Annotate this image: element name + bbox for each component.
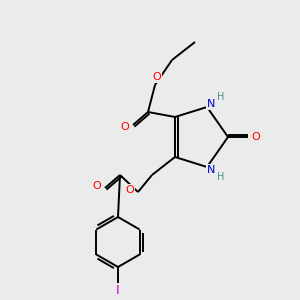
Text: O: O bbox=[93, 181, 101, 191]
Text: O: O bbox=[126, 185, 134, 195]
Text: N: N bbox=[207, 99, 215, 109]
Text: O: O bbox=[121, 122, 129, 132]
Text: O: O bbox=[153, 72, 161, 82]
Text: O: O bbox=[252, 132, 260, 142]
Text: I: I bbox=[116, 284, 120, 298]
Text: N: N bbox=[207, 165, 215, 175]
Text: H: H bbox=[217, 172, 225, 182]
Text: H: H bbox=[217, 92, 225, 102]
